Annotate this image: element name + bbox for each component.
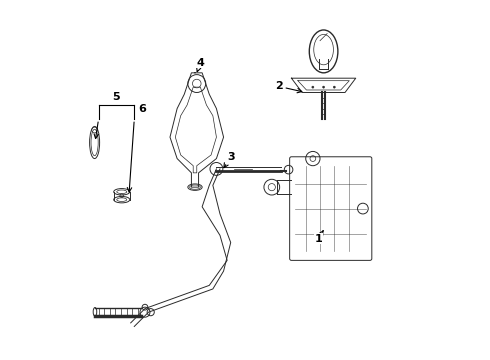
Circle shape — [322, 86, 325, 88]
Text: 6: 6 — [138, 104, 146, 113]
Circle shape — [312, 86, 314, 88]
Circle shape — [333, 86, 335, 88]
Text: 3: 3 — [224, 152, 235, 168]
Text: 5: 5 — [113, 92, 120, 102]
Text: 1: 1 — [315, 231, 323, 244]
Text: 2: 2 — [275, 81, 302, 93]
Text: 4: 4 — [196, 58, 204, 72]
